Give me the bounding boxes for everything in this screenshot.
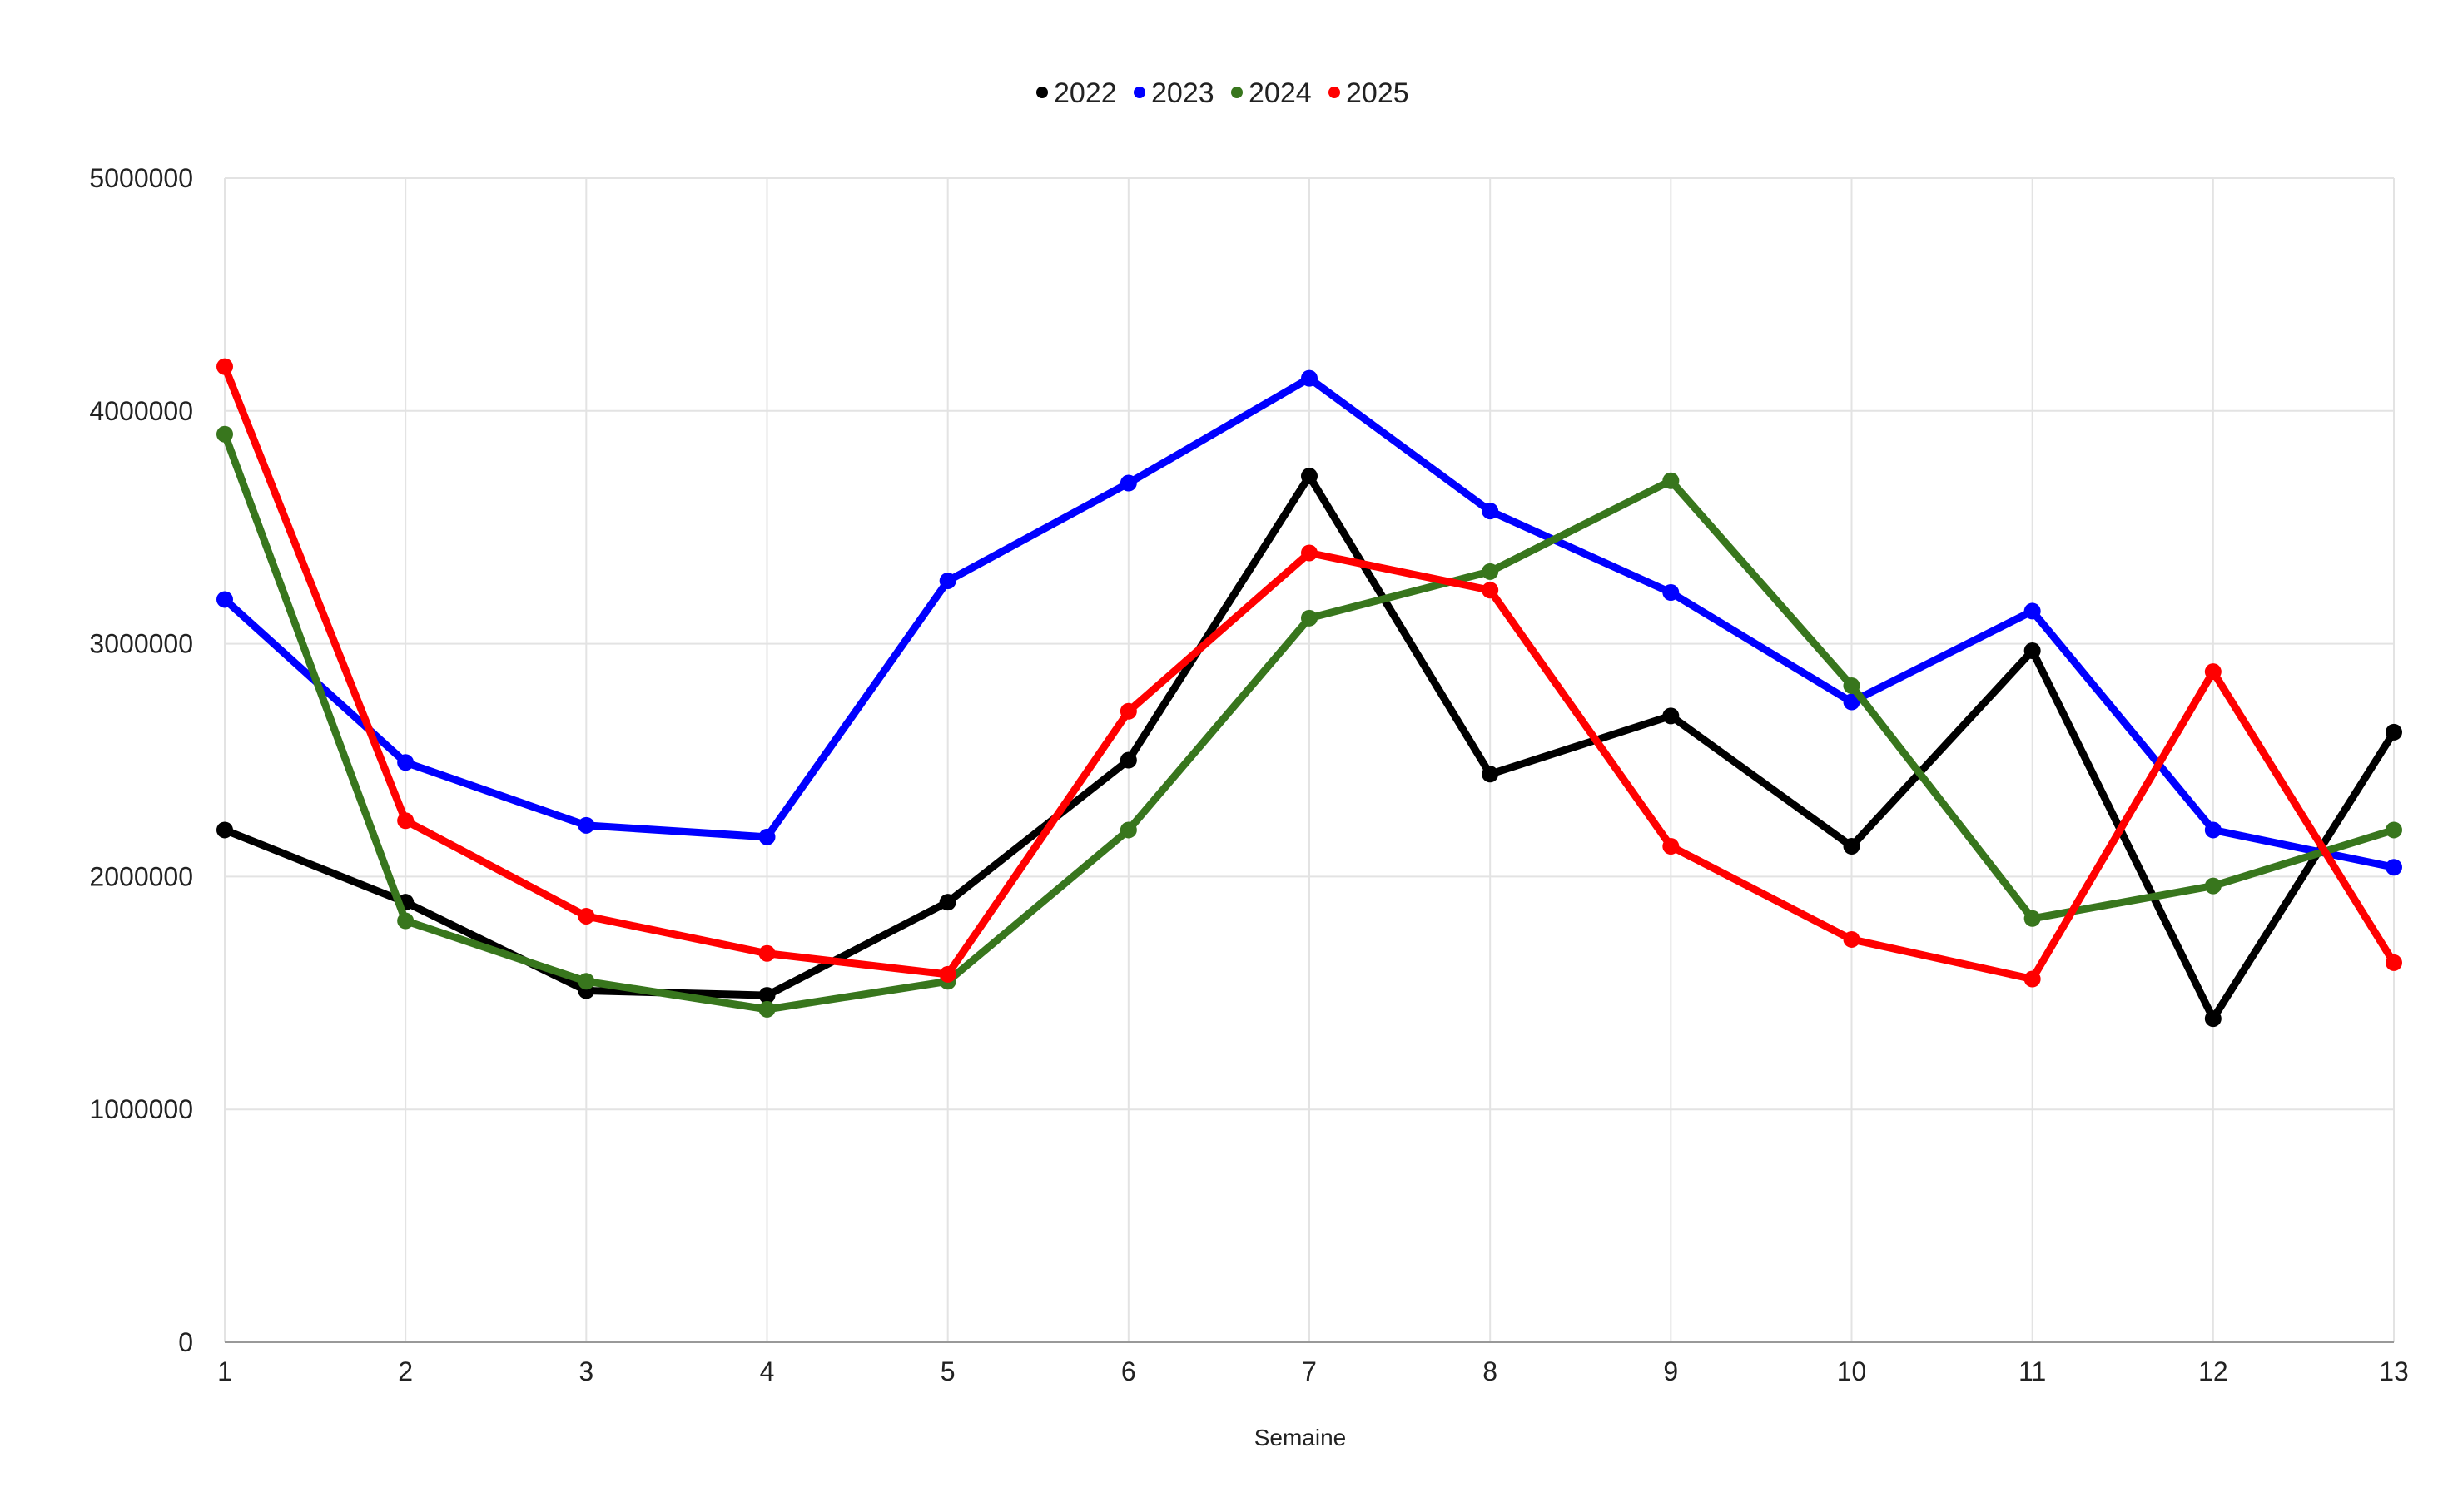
x-tick-label: 9 <box>1663 1356 1678 1386</box>
data-point-2022 <box>1120 751 1137 769</box>
data-point-2023 <box>1120 474 1137 492</box>
y-tick-label: 1000000 <box>89 1094 193 1124</box>
data-point-2022 <box>939 894 956 911</box>
data-point-2024 <box>758 1000 776 1018</box>
x-tick-label: 6 <box>1121 1356 1136 1386</box>
data-point-2023 <box>216 591 233 608</box>
data-point-2023 <box>939 573 956 590</box>
data-point-2023 <box>1843 693 1860 711</box>
data-point-2025 <box>939 965 956 983</box>
data-point-2025 <box>1662 838 1680 855</box>
y-tick-label: 5000000 <box>89 163 193 193</box>
legend-marker <box>1036 87 1048 98</box>
data-point-2022 <box>1843 838 1860 855</box>
y-tick-label: 0 <box>178 1327 193 1357</box>
y-tick-label: 4000000 <box>89 396 193 426</box>
data-point-2023 <box>397 754 415 771</box>
data-point-2022 <box>1482 766 1499 783</box>
data-point-2023 <box>1482 503 1499 520</box>
x-tick-label: 4 <box>760 1356 775 1386</box>
x-tick-label: 2 <box>398 1356 413 1386</box>
x-tick-label: 1 <box>217 1356 232 1386</box>
data-point-2024 <box>397 912 415 930</box>
data-point-2024 <box>1843 677 1860 694</box>
data-point-2025 <box>397 812 415 830</box>
data-point-2023 <box>2023 602 2041 620</box>
legend: 2022 2023 2024 2025 <box>1036 77 1409 109</box>
legend-label: 2024 <box>1249 77 1312 109</box>
data-point-2025 <box>2386 954 2402 971</box>
data-point-2023 <box>1662 584 1680 602</box>
legend-label: 2025 <box>1346 77 1409 109</box>
data-point-2023 <box>758 828 776 845</box>
data-point-2024 <box>1301 609 1318 627</box>
legend-label: 2022 <box>1054 77 1117 109</box>
y-tick-label: 3000000 <box>89 629 193 659</box>
legend-marker <box>1328 87 1340 98</box>
legend-item-2022: 2022 <box>1036 77 1117 109</box>
x-axis-title: Semaine <box>1254 1425 1347 1450</box>
data-point-2025 <box>1120 702 1137 720</box>
data-point-2024 <box>1482 563 1499 580</box>
series-2022 <box>216 468 2402 1028</box>
data-point-2022 <box>2204 1010 2222 1028</box>
data-point-2025 <box>1482 582 1499 599</box>
x-tick-label: 11 <box>2018 1356 2046 1386</box>
data-point-2023 <box>2386 859 2402 876</box>
data-point-2022 <box>2386 723 2402 741</box>
legend-item-2023: 2023 <box>1134 77 1214 109</box>
data-point-2024 <box>1120 821 1137 839</box>
legend-label: 2023 <box>1151 77 1214 109</box>
series-2024 <box>216 425 2402 1018</box>
legend-marker <box>1134 87 1145 98</box>
data-point-2022 <box>216 821 233 839</box>
data-point-2024 <box>216 425 233 443</box>
data-point-2024 <box>2386 821 2402 839</box>
x-tick-label: 7 <box>1302 1356 1317 1386</box>
legend-marker <box>1231 87 1243 98</box>
data-point-2025 <box>216 358 233 375</box>
y-tick-label: 2000000 <box>89 861 193 891</box>
data-point-2025 <box>1843 930 1860 948</box>
data-point-2023 <box>1301 369 1318 387</box>
x-tick-label: 5 <box>941 1356 956 1386</box>
data-point-2023 <box>578 816 595 834</box>
x-tick-label: 13 <box>2379 1356 2409 1386</box>
data-point-2022 <box>1301 468 1318 485</box>
x-tick-label: 8 <box>1482 1356 1497 1386</box>
x-tick-label: 3 <box>578 1356 593 1386</box>
legend-item-2024: 2024 <box>1231 77 1312 109</box>
data-point-2024 <box>578 973 595 990</box>
data-point-2025 <box>578 907 595 925</box>
data-point-2025 <box>758 944 776 962</box>
data-point-2024 <box>2204 877 2222 895</box>
data-point-2023 <box>2204 821 2222 839</box>
data-point-2024 <box>2023 910 2041 927</box>
data-point-2022 <box>758 987 776 1004</box>
data-point-2022 <box>1662 707 1680 725</box>
data-point-2024 <box>1662 472 1680 489</box>
data-point-2025 <box>2023 970 2041 988</box>
series-layer <box>216 358 2402 1028</box>
grid-layer <box>224 177 2395 1342</box>
legend-item-2025: 2025 <box>1328 77 1409 109</box>
x-tick-label: 12 <box>2198 1356 2228 1386</box>
series-2025 <box>216 358 2402 988</box>
data-point-2025 <box>2204 663 2222 681</box>
data-point-2025 <box>1301 544 1318 562</box>
x-tick-label: 10 <box>1837 1356 1867 1386</box>
series-2023 <box>216 369 2402 876</box>
data-point-2022 <box>2023 642 2041 659</box>
